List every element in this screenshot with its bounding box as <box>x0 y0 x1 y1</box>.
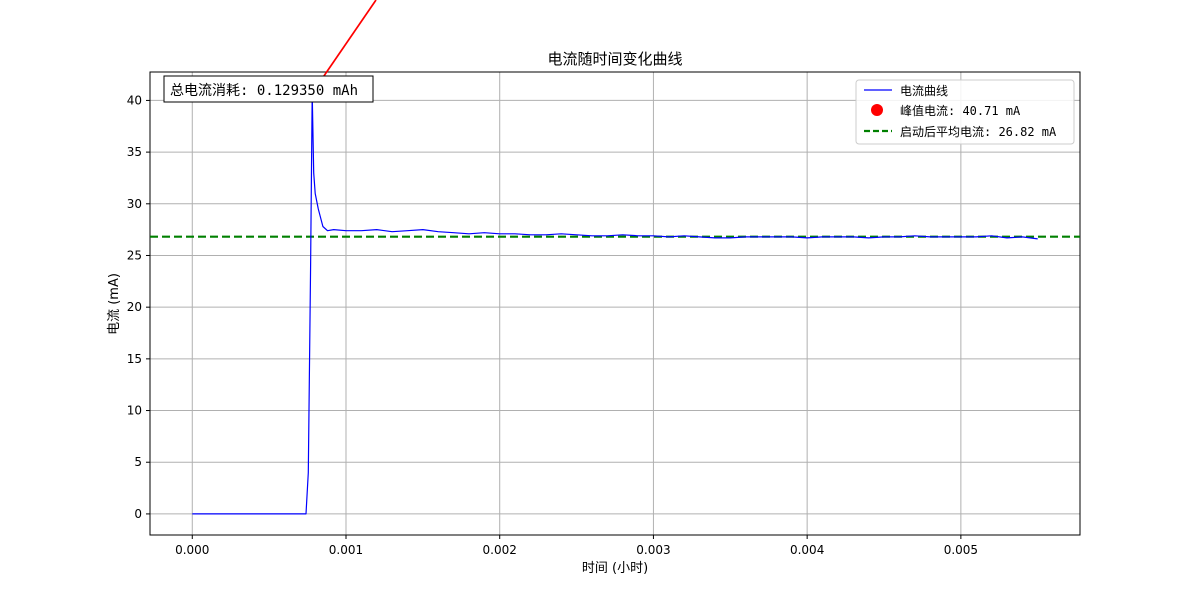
chart-title: 电流随时间变化曲线 <box>547 50 682 68</box>
annotation-text: 总电流消耗: 0.129350 mAh <box>170 83 358 99</box>
x-tick-label: 0.005 <box>944 543 978 557</box>
grid <box>150 72 1080 535</box>
y-tick-label: 35 <box>127 145 142 159</box>
legend-label-peak: 峰值电流: 40.71 mA <box>900 103 1021 118</box>
x-tick-label: 0.000 <box>175 543 209 557</box>
y-tick-label: 5 <box>134 455 142 469</box>
legend-peak-swatch <box>871 104 883 116</box>
annotation-box: 总电流消耗: 0.129350 mAh <box>163 75 374 103</box>
plot-frame <box>149 71 1081 536</box>
x-tick-label: 0.004 <box>790 543 824 557</box>
y-tick-label: 15 <box>127 352 142 366</box>
y-tick-label: 40 <box>127 93 142 107</box>
x-axis-ticks: 0.000 0.001 0.002 0.003 0.004 0.005 <box>175 535 978 557</box>
y-axis-ticks: 0 5 10 15 20 25 30 35 40 <box>127 93 150 521</box>
y-tick-label: 25 <box>127 248 142 262</box>
y-tick-label: 0 <box>134 507 142 521</box>
legend: 电流曲线 峰值电流: 40.71 mA 启动后平均电流: 26.82 mA <box>855 79 1075 145</box>
x-tick-label: 0.001 <box>329 543 363 557</box>
y-tick-label: 20 <box>127 300 142 314</box>
x-tick-label: 0.003 <box>636 543 670 557</box>
y-tick-label: 30 <box>127 197 142 211</box>
legend-frame <box>855 79 1075 145</box>
x-axis-label: 时间 (小时) <box>582 561 648 576</box>
legend-label-mean: 启动后平均电流: 26.82 mA <box>900 125 1057 139</box>
current-curve-line <box>192 92 1038 515</box>
y-tick-label: 10 <box>127 404 142 418</box>
x-tick-label: 0.002 <box>483 543 517 557</box>
y-axis-label: 电流 (mA) <box>107 273 122 335</box>
legend-label-current-curve: 电流曲线 <box>900 84 948 98</box>
